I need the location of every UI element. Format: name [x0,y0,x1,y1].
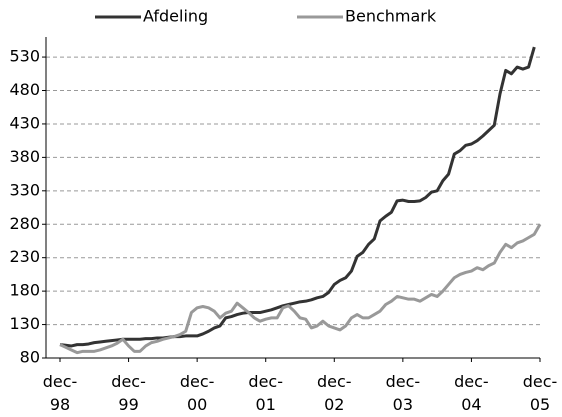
y-tick-label: 80 [20,348,40,367]
x-tick-label-line: dec- [111,372,146,391]
x-tick-label-line: dec- [523,372,558,391]
y-tick-label: 430 [9,113,40,132]
x-tick-label-line: dec- [386,372,421,391]
x-tick-label-line: dec- [454,372,489,391]
x-tick-label: dec- 02 [317,372,352,414]
y-tick-label: 530 [9,47,40,66]
y-tick-label: 180 [9,281,40,300]
legend-label: Afdeling [143,7,208,26]
y-tick-label: 380 [9,147,40,166]
x-tick-label-line: 01 [256,395,276,414]
x-tick-label-line: 00 [187,395,207,414]
x-tick-label-line: dec- [248,372,283,391]
x-tick-label: dec- 98 [43,372,78,414]
x-tick-label: dec- 01 [248,372,283,414]
x-tick-label-line: 04 [461,395,481,414]
y-tick-label: 330 [9,180,40,199]
y-tick-label: 230 [9,247,40,266]
x-tick-label: dec- 04 [454,372,489,414]
legend-label: Benchmark [345,7,437,26]
x-tick-label: dec- 99 [111,372,146,414]
x-tick-label: dec- 00 [180,372,215,414]
x-tick-label: dec- 05 [523,372,558,414]
x-tick-label-line: 05 [530,395,550,414]
x-tick-label-line: dec- [43,372,78,391]
x-tick-label-line: 98 [50,395,70,414]
x-tick-label-line: dec- [180,372,215,391]
x-tick-label-line: 99 [118,395,138,414]
y-tick-label: 280 [9,214,40,233]
series-line [59,223,542,355]
x-tick-label-line: 03 [393,395,413,414]
y-tick-label: 480 [9,80,40,99]
x-tick-label: dec- 03 [386,372,421,414]
series-line [59,46,536,348]
x-tick-label-line: 02 [324,395,344,414]
y-tick-label: 130 [9,314,40,333]
x-tick-label-line: dec- [317,372,352,391]
